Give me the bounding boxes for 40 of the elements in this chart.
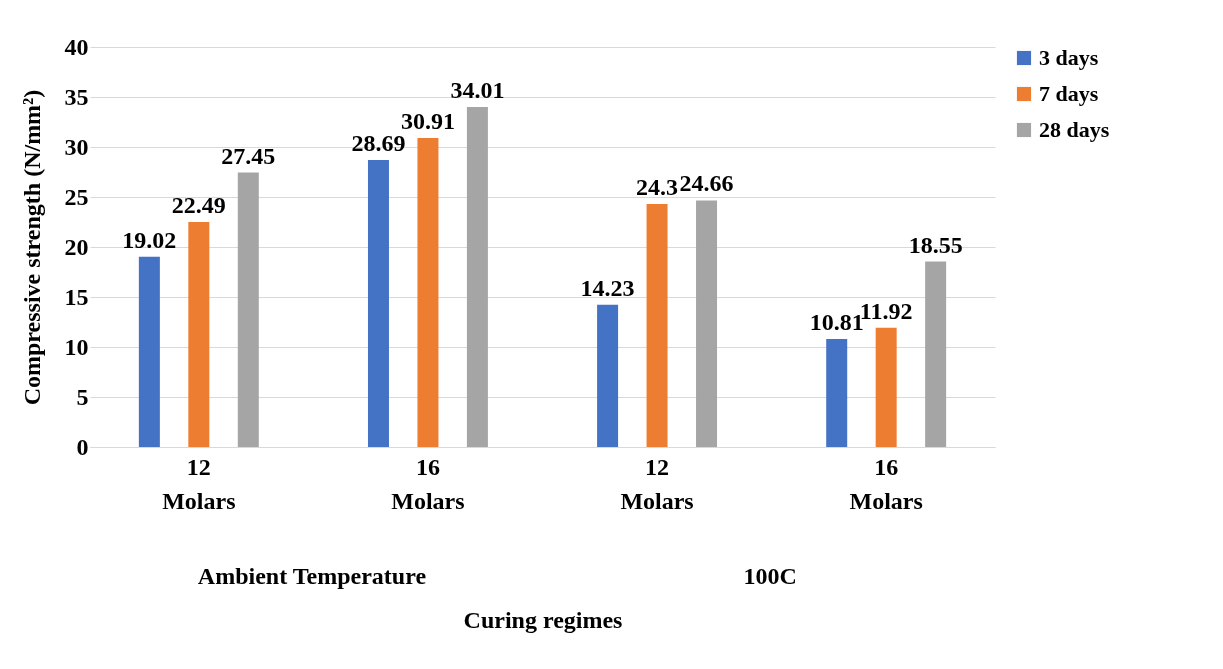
- y-tick-label: 20: [64, 233, 89, 260]
- y-tick-label: 30: [64, 133, 89, 160]
- bar: [237, 172, 259, 447]
- legend-label: 28 days: [1039, 117, 1110, 142]
- y-tick-label: 0: [76, 433, 89, 460]
- bar: [188, 222, 210, 447]
- y-tick-label: 15: [64, 283, 89, 310]
- data-label: 24.3: [636, 174, 679, 200]
- legend-label: 3 days: [1039, 45, 1099, 70]
- bar: [875, 327, 897, 447]
- bar: [597, 304, 619, 447]
- text: 100C: [743, 563, 797, 589]
- data-label: 24.66: [679, 170, 734, 197]
- x-tick-label: 16 Molars: [391, 453, 465, 514]
- y-tick-label: 25: [64, 183, 89, 210]
- y-tick-label: 35: [64, 83, 89, 110]
- data-label: 14.23: [580, 274, 635, 301]
- y-tick-label: 40: [64, 33, 89, 60]
- y-axis-title: Compressive strength (N/mm²): [18, 89, 45, 406]
- text: Ambient Temperature: [197, 563, 427, 589]
- bar: [646, 204, 668, 447]
- bar: [466, 106, 488, 447]
- bar: [367, 160, 389, 447]
- x-tick-label: 12 Molars: [620, 453, 694, 514]
- data-label: 18.55: [908, 231, 963, 258]
- x-axis-title: Curing regimes: [463, 606, 623, 633]
- bar: [417, 137, 439, 447]
- y-tick-label: 5: [76, 383, 89, 410]
- data-label: 22.49: [171, 192, 226, 219]
- bar: [696, 200, 718, 447]
- bar: [826, 338, 848, 447]
- data-label: 19.02: [122, 226, 177, 253]
- bar: [925, 261, 947, 447]
- data-label: 27.45: [221, 142, 276, 169]
- y-tick-label: 10: [64, 333, 89, 360]
- legend-label: 7 days: [1039, 81, 1099, 106]
- x-tick-label: 16 Molars: [849, 453, 923, 514]
- data-label: 34.01: [450, 76, 505, 103]
- x-tick-label: 12 Molars: [162, 453, 236, 514]
- bar: [138, 256, 160, 447]
